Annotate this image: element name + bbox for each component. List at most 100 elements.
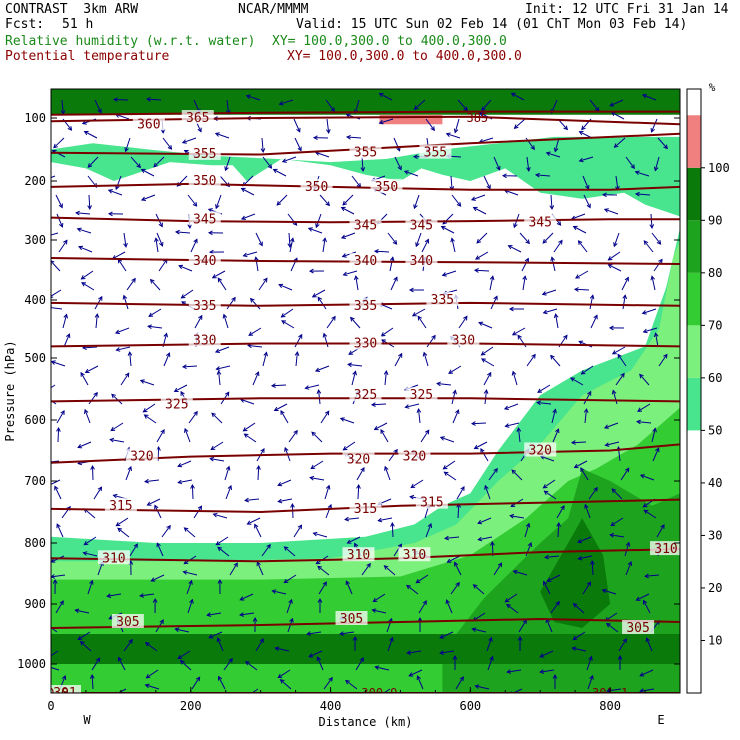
wind-arrowhead-500 xyxy=(542,484,548,489)
y-tick-label-500: 500 xyxy=(24,351,46,365)
wind-arrowhead-377 xyxy=(415,578,421,584)
wind-vector-72 xyxy=(112,251,126,260)
wind-arrowhead-398 xyxy=(448,369,454,374)
wind-vector-155 xyxy=(187,599,193,614)
wind-arrowhead-520 xyxy=(577,240,583,245)
wind-vector-50 xyxy=(77,441,92,448)
wind-vector-142 xyxy=(182,365,198,368)
theta-label-bg-315-1 xyxy=(349,500,382,515)
wind-arrowhead-86 xyxy=(115,521,121,527)
wind-arrowhead-255 xyxy=(279,679,285,684)
wind-arrowhead-431 xyxy=(487,371,492,377)
wind-arrowhead-454 xyxy=(513,223,518,229)
wind-arrowhead-580 xyxy=(634,170,640,176)
wind-arrowhead-436 xyxy=(493,467,498,473)
wind-arrowhead-449 xyxy=(513,124,519,129)
wind-arrowhead-303 xyxy=(352,370,357,376)
wind-vector-422 xyxy=(473,207,487,215)
wind-vector-126 xyxy=(146,669,159,679)
wind-vector-66 xyxy=(125,137,131,152)
wind-vector-23 xyxy=(56,523,64,538)
wind-arrowhead-26 xyxy=(52,578,58,584)
wind-arrowhead-23 xyxy=(56,523,61,529)
wind-vector-338 xyxy=(380,429,389,443)
theta-label-355-2: 355 xyxy=(424,146,447,161)
wind-vector-234 xyxy=(278,284,293,291)
wind-arrowhead-82 xyxy=(109,437,115,443)
wind-vector-77 xyxy=(116,346,131,351)
wind-vector-439 xyxy=(478,536,493,541)
wind-arrowhead-456 xyxy=(507,245,513,250)
wind-vector-149 xyxy=(191,484,194,500)
wind-vector-160 xyxy=(226,99,230,114)
wind-arrowhead-461 xyxy=(517,334,522,340)
wind-arrowhead-21 xyxy=(54,485,59,491)
wind-vector-425 xyxy=(474,269,490,272)
wind-arrowhead-232 xyxy=(289,237,295,243)
wind-arrowhead-313 xyxy=(366,562,371,568)
wind-arrowhead-162 xyxy=(214,132,220,137)
wind-arrowhead-176 xyxy=(224,391,230,397)
wind-vector-538 xyxy=(582,581,591,595)
wind-vector-226 xyxy=(294,137,302,151)
wind-arrowhead-555 xyxy=(622,294,628,300)
wind-arrowhead-147 xyxy=(177,462,183,468)
wind-arrowhead-486 xyxy=(556,221,562,226)
wind-arrowhead-391 xyxy=(440,225,446,231)
wind-arrowhead-504 xyxy=(544,554,549,560)
wind-arrowhead-136 xyxy=(193,238,198,244)
wind-arrowhead-355 xyxy=(412,154,418,160)
wind-vector-157 xyxy=(177,650,191,660)
wind-arrowhead-241 xyxy=(280,409,285,415)
wind-arrowhead-197 xyxy=(240,187,246,193)
wind-vector-0 xyxy=(61,99,64,114)
wind-arrowhead-484 xyxy=(534,172,540,178)
wind-vector-448 xyxy=(511,92,525,101)
wind-vector-503 xyxy=(557,522,560,538)
wind-arrowhead-200 xyxy=(242,252,248,258)
wind-arrowhead-116 xyxy=(144,478,149,484)
wind-arrowhead-245 xyxy=(277,498,283,504)
wind-arrowhead-521 xyxy=(574,274,580,279)
wind-arrowhead-381 xyxy=(406,650,412,655)
wind-vector-545 xyxy=(611,111,625,120)
wind-arrowhead-414 xyxy=(452,654,458,660)
wind-arrowhead-446 xyxy=(489,655,494,661)
wind-vector-323 xyxy=(394,156,402,170)
wind-arrowhead-328 xyxy=(373,249,379,254)
wind-arrowhead-551 xyxy=(613,242,618,248)
theta-label-bg-310-1 xyxy=(342,547,375,562)
wind-vector-598 xyxy=(644,509,657,519)
wind-arrowhead-12 xyxy=(63,313,68,319)
wind-arrowhead-585 xyxy=(658,258,663,264)
wind-vector-145 xyxy=(188,411,198,424)
wind-arrowhead-93 xyxy=(128,638,133,644)
wind-vector-385 xyxy=(454,118,460,133)
wind-arrowhead-210 xyxy=(243,433,249,438)
wind-vector-291 xyxy=(361,156,364,172)
wind-vector-430 xyxy=(481,358,495,367)
wind-arrowhead-2 xyxy=(53,143,58,149)
wind-arrowhead-227 xyxy=(281,158,287,163)
colorbar-swatch-100 xyxy=(687,115,701,168)
wind-vector-302 xyxy=(348,363,363,367)
wind-arrowhead-342 xyxy=(377,517,383,523)
wind-vector-40 xyxy=(78,246,93,253)
wind-vector-523 xyxy=(589,295,594,310)
wind-vector-256 xyxy=(325,99,335,112)
wind-vector-365 xyxy=(426,335,436,348)
wind-vector-151 xyxy=(184,527,196,538)
wind-arrowhead-428 xyxy=(478,321,484,326)
wind-arrowhead-44 xyxy=(94,313,100,318)
wind-arrowhead-209 xyxy=(242,427,248,432)
wind-arrowhead-28 xyxy=(46,624,50,628)
wind-vector-55 xyxy=(84,536,97,546)
wind-arrowhead-362 xyxy=(408,287,414,293)
wind-vector-466 xyxy=(518,428,521,443)
wind-arrowhead-451 xyxy=(526,167,531,172)
wind-arrowhead-76 xyxy=(114,329,120,335)
theta-label-335-2: 335 xyxy=(431,293,454,308)
wind-vector-101 xyxy=(141,194,156,201)
wind-arrowhead-59 xyxy=(74,608,80,614)
wind-vector-478 xyxy=(507,669,522,673)
